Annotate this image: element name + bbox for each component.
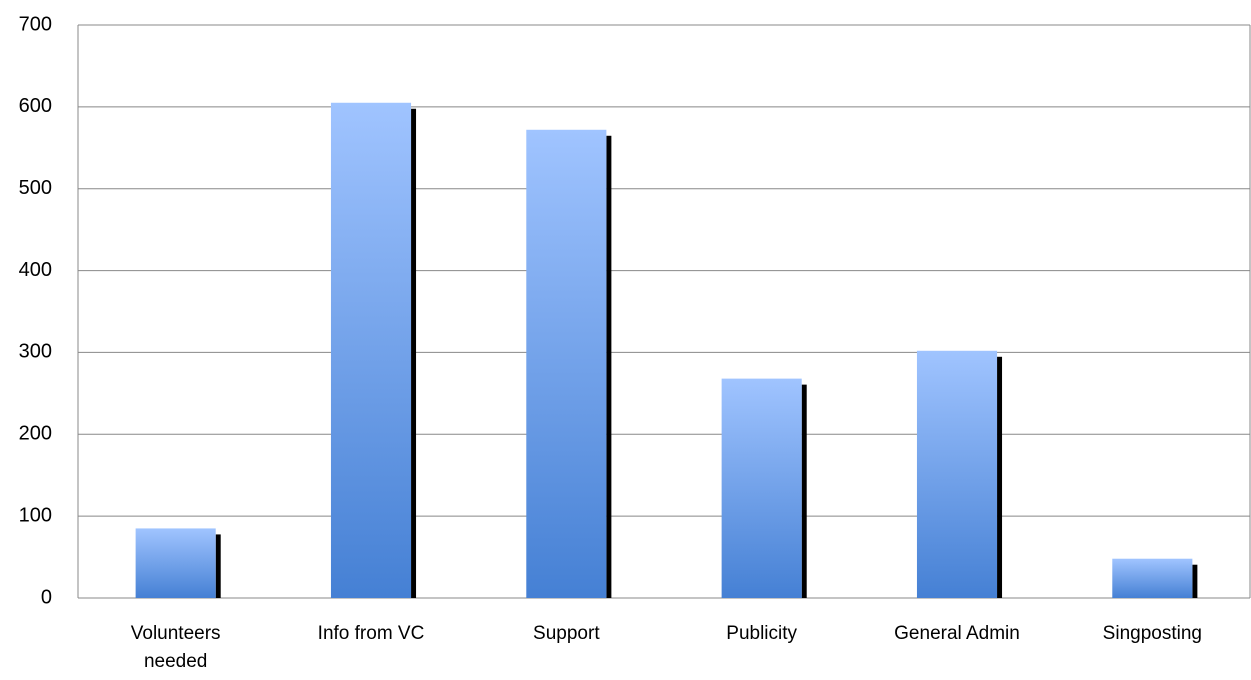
x-tick-label: Publicity <box>726 623 798 644</box>
y-tick-label: 500 <box>19 177 52 199</box>
bar <box>526 129 607 598</box>
bar-shadow <box>215 534 221 598</box>
y-tick-label: 400 <box>19 259 52 281</box>
bar <box>330 102 412 598</box>
y-tick-label: 100 <box>19 504 52 526</box>
bar <box>721 378 802 598</box>
bar <box>1112 558 1193 598</box>
bar-shadow <box>606 135 612 598</box>
x-tick-label: Singposting <box>1102 623 1202 644</box>
bar <box>916 350 998 598</box>
y-tick-label: 0 <box>41 586 52 608</box>
bar-shadow <box>1192 564 1198 598</box>
bar-shadow <box>801 384 807 598</box>
bar-shadow <box>997 356 1003 598</box>
bar-shadow <box>411 108 417 598</box>
x-tick-label: Volunteers needed <box>130 623 221 672</box>
bar <box>135 528 216 598</box>
y-tick-label: 300 <box>19 341 52 363</box>
x-tick-label: General Admin <box>894 623 1020 644</box>
x-tick-label: Info from VC <box>317 623 425 644</box>
x-tick-label: Support <box>533 623 600 644</box>
y-tick-label: 600 <box>19 95 52 117</box>
y-tick-label: 700 <box>19 13 52 35</box>
y-tick-label: 200 <box>19 423 52 445</box>
